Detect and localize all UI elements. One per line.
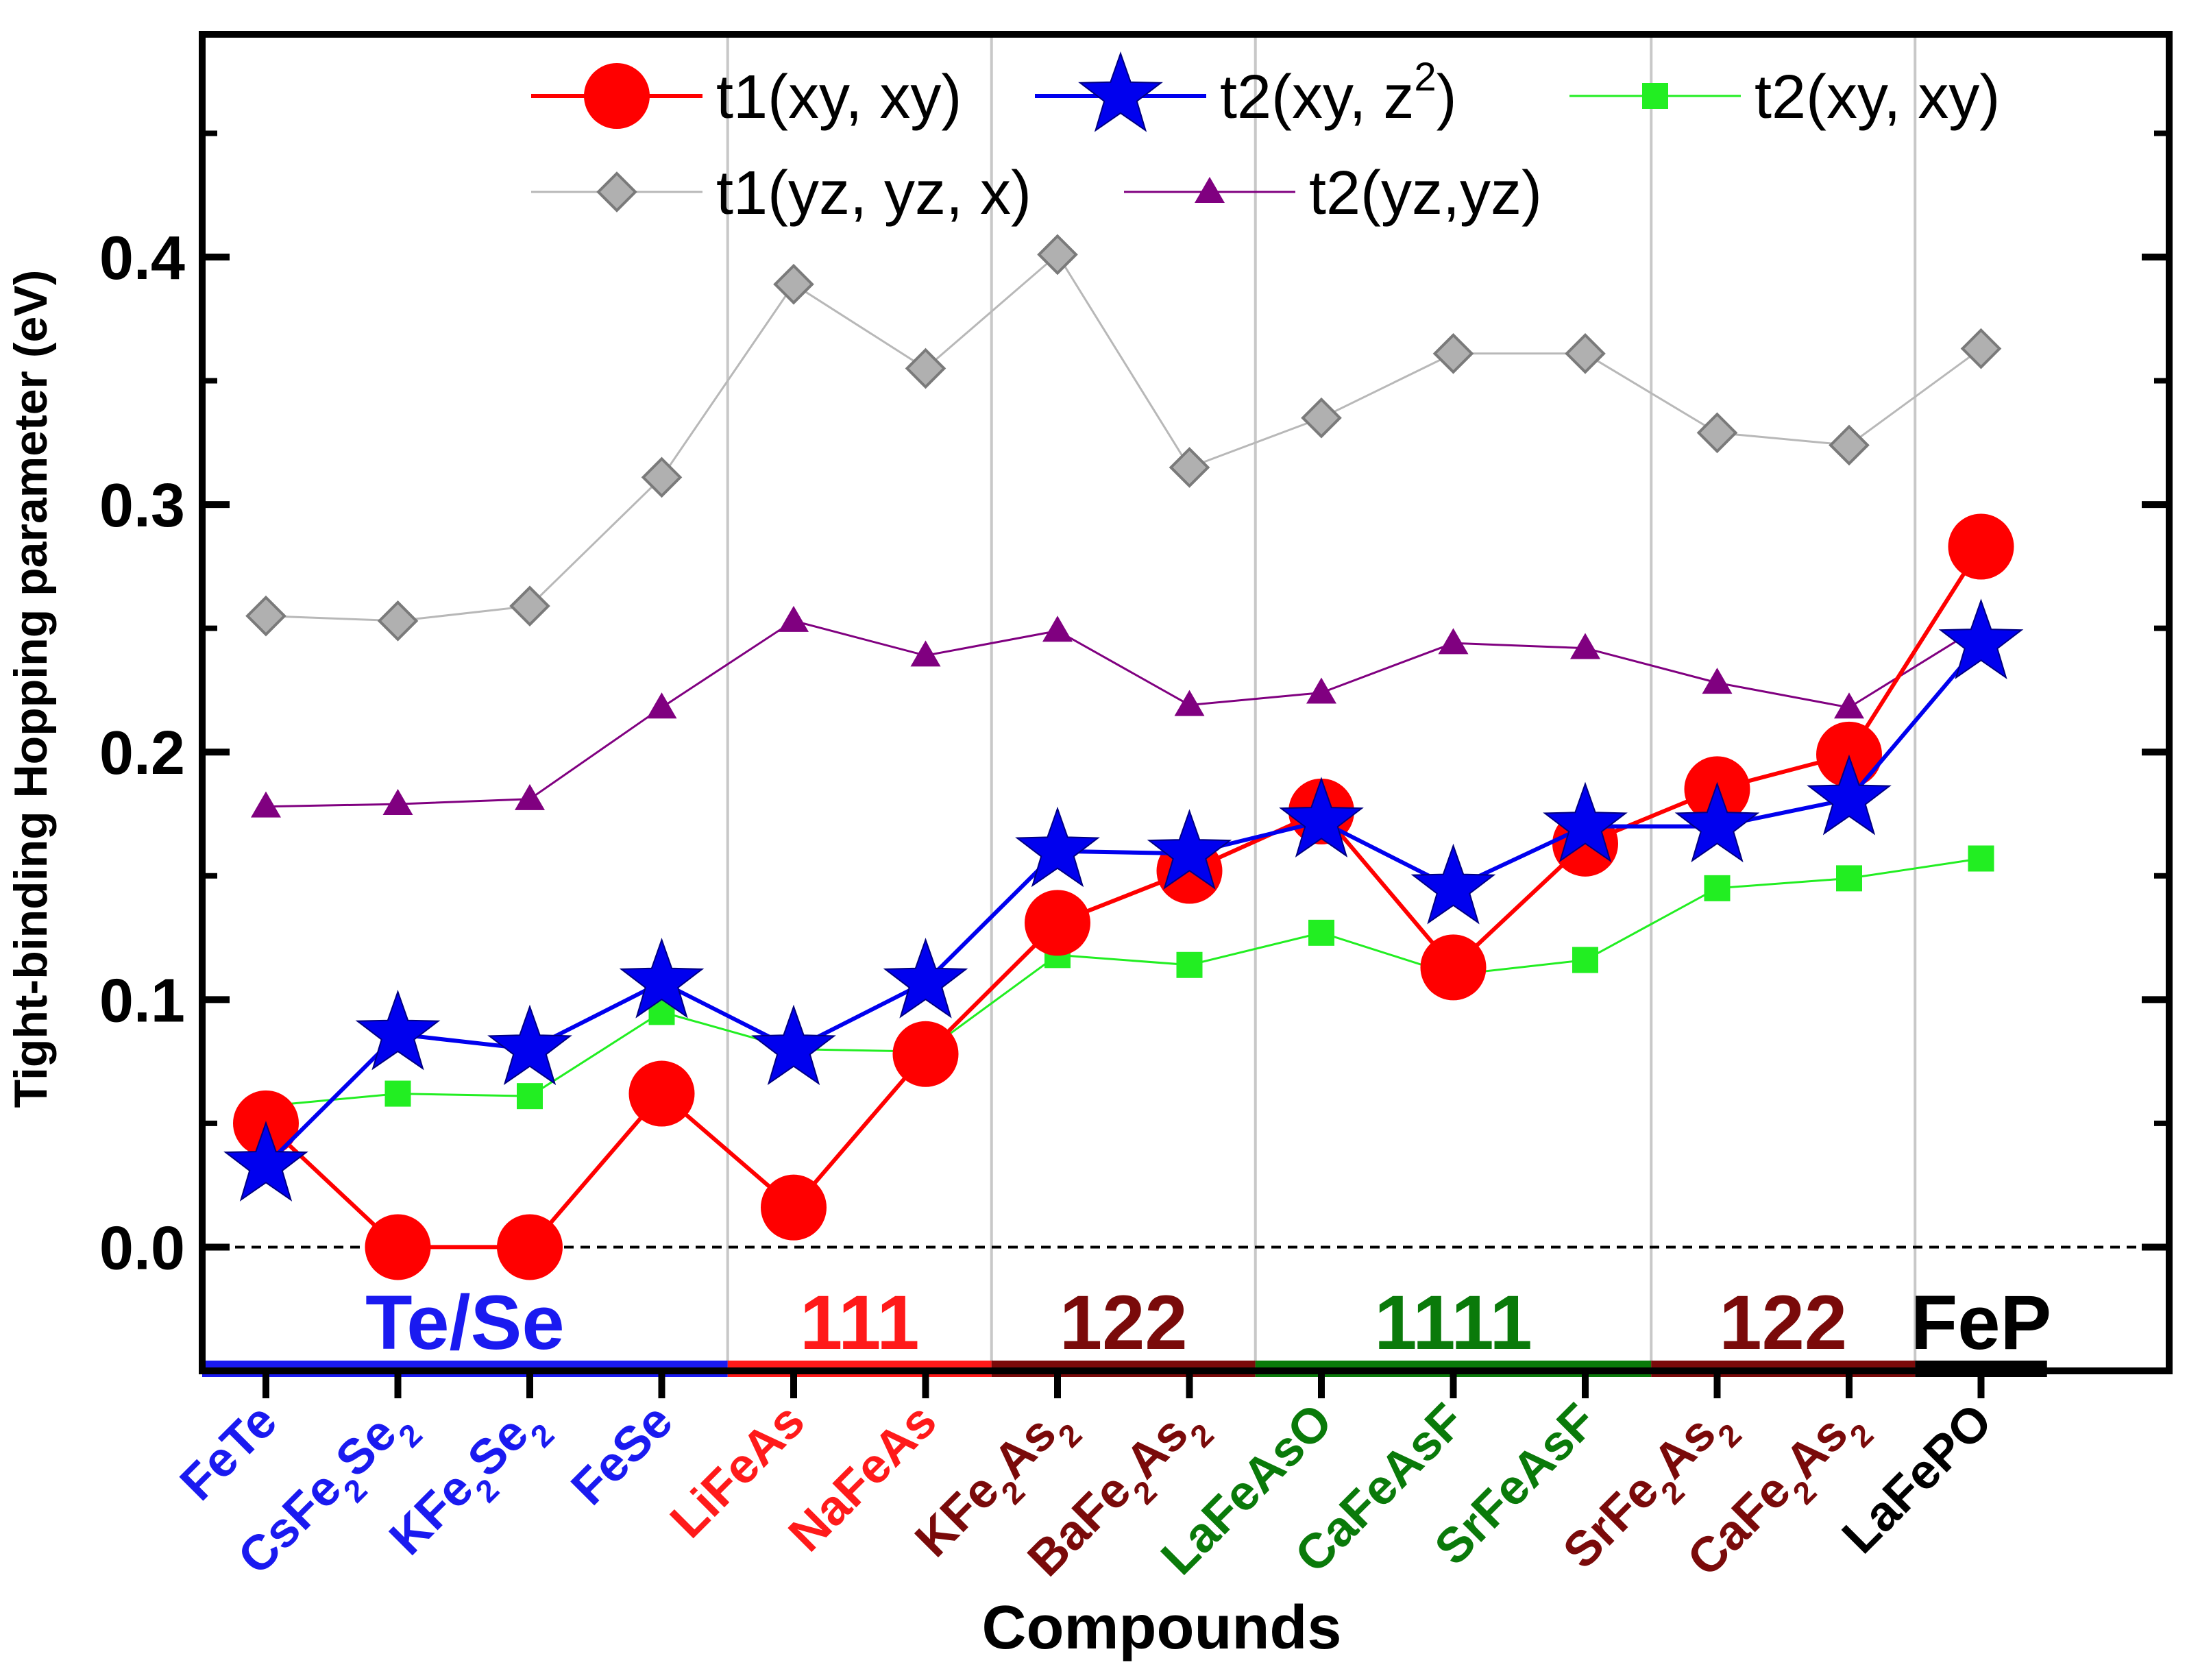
data-point-t2-xy-z2 [1147, 809, 1232, 890]
data-point-t2-xy-z2 [355, 989, 441, 1071]
data-point-t2-xy-xy [1572, 947, 1598, 973]
data-point-t2-yz-yz [1174, 690, 1205, 716]
legend-item-t1-yz-yz-x: t1(yz, yz, x) [531, 159, 1031, 228]
data-point-t2-xy-z2 [1410, 843, 1496, 925]
data-point-t2-yz-yz [1702, 668, 1733, 694]
data-point-t1-yz-yz-x [377, 600, 419, 642]
series-line-t2-yz-yz [265, 620, 1982, 808]
data-point-t2-xy-xy [517, 1083, 543, 1110]
data-point-t1-xy-xy [761, 1174, 827, 1241]
data-point-t2-xy-z2 [1279, 777, 1364, 857]
data-point-t2-xy-xy [1704, 875, 1731, 901]
data-point-t2-xy-xy [1308, 919, 1334, 946]
group-label: Te/Se [365, 1280, 565, 1365]
series-t2-xy-z2 [223, 598, 2024, 1202]
legend-label: t2(yz,yz) [1309, 159, 1542, 228]
x-axis-label: Compounds [982, 1594, 1342, 1662]
data-point-t2-yz-yz [779, 605, 809, 632]
legend: t1(xy, xy) t2(xy, z2) t2(xy, xy) t1(yz, yz,… [531, 51, 2000, 228]
data-point-t2-xy-z2 [1807, 754, 1892, 836]
data-point-t2-xy-z2 [487, 1004, 572, 1086]
data-point-t2-xy-z2 [619, 938, 705, 1019]
data-point-t2-xy-xy [1968, 845, 1994, 872]
group-label: 111 [800, 1280, 920, 1365]
data-point-t1-yz-yz-x [641, 456, 683, 498]
legend-item-t2-xy-xy: t2(xy, xy) [1569, 63, 2000, 132]
data-point-t1-yz-yz-x [1696, 412, 1738, 454]
legend-label: t2(xy, z2) [1220, 55, 1457, 132]
data-point-t2-xy-z2 [1674, 781, 1760, 863]
legend-item-t1-xy-xy: t1(xy, xy) [531, 63, 962, 132]
data-point-t1-yz-yz-x [1960, 328, 2002, 369]
data-point-t1-xy-xy [1420, 934, 1487, 1001]
data-point-t1-xy-xy [1025, 890, 1090, 956]
data-point-t1-yz-yz-x [905, 348, 946, 389]
legend-marker [1195, 177, 1225, 203]
data-point-t1-xy-xy [628, 1060, 695, 1127]
data-point-t1-yz-yz-x [1301, 397, 1342, 439]
data-point-t2-yz-yz [646, 692, 677, 719]
data-point-t1-yz-yz-x [1565, 333, 1606, 374]
data-point-t1-xy-xy [892, 1021, 959, 1087]
legend-marker [1642, 83, 1668, 109]
data-point-t1-xy-xy [497, 1214, 563, 1280]
legend-item-t2-xy-z2: t2(xy, z2) [1035, 51, 1457, 132]
data-point-t2-yz-yz [1042, 616, 1073, 642]
plot-frame [199, 31, 2173, 1374]
legend-marker [584, 63, 650, 129]
legend-label: t1(xy, xy) [716, 63, 962, 132]
group-label: FeP [1911, 1280, 2051, 1365]
group-bars: Te/Se 111 122 1111 122 FeP [202, 1280, 2051, 1377]
legend-marker [1078, 51, 1163, 132]
data-point-t1-yz-yz-x [245, 595, 286, 637]
legend-label: t2(xy, xy) [1755, 63, 2000, 132]
group-label: 122 [1060, 1280, 1188, 1365]
data-point-t1-yz-yz-x [509, 585, 550, 626]
data-point-t2-xy-z2 [883, 938, 968, 1019]
data-point-t2-xy-z2 [1015, 806, 1100, 888]
data-point-t1-yz-yz-x [773, 263, 814, 305]
legend-label: t1(yz, yz, x) [716, 159, 1031, 228]
data-point-t2-yz-yz [515, 783, 545, 810]
y-tick-label: 0.2 [99, 719, 185, 788]
data-point-t1-yz-yz-x [1169, 447, 1210, 488]
data-point-t1-yz-yz-x [1037, 234, 1078, 276]
legend-marker [596, 171, 637, 212]
series-t1-xy-xy [233, 513, 2014, 1280]
data-point-t1-yz-yz-x [1432, 333, 1474, 374]
data-point-t2-yz-yz [1570, 633, 1600, 659]
data-point-t1-xy-xy [365, 1214, 431, 1280]
series-line-t1-yz-yz-x [265, 253, 1982, 622]
data-point-t1-xy-xy [1948, 513, 2014, 580]
plot-series [223, 234, 2024, 1280]
y-tick-label: 0.4 [99, 224, 185, 293]
group-label: 1111 [1374, 1280, 1532, 1365]
y-tick-label: 0.1 [99, 966, 185, 1035]
y-tick-label: 0.3 [99, 472, 185, 540]
data-point-t2-xy-z2 [1938, 598, 2024, 679]
data-point-t2-yz-yz [910, 640, 941, 667]
y-tick-label: 0.0 [99, 1214, 185, 1282]
y-axis-label: Tight-binding Hopping parameter (eV) [5, 270, 57, 1108]
data-point-t2-yz-yz [382, 789, 413, 816]
series-t1-yz-yz-x [245, 234, 2002, 642]
legend-item-t2-yz-yz: t2(yz,yz) [1124, 159, 1542, 228]
data-point-t2-xy-xy [1836, 865, 1862, 892]
data-point-t2-xy-z2 [1543, 781, 1628, 863]
data-point-t2-yz-yz [1306, 677, 1336, 704]
data-point-t2-xy-z2 [223, 1121, 308, 1202]
data-point-t2-xy-z2 [751, 1004, 836, 1086]
data-point-t1-yz-yz-x [1829, 424, 1870, 466]
group-label: 122 [1719, 1280, 1847, 1365]
data-point-t2-xy-xy [384, 1080, 411, 1107]
data-point-t2-yz-yz [1438, 628, 1469, 655]
data-point-t2-yz-yz [251, 791, 281, 818]
data-point-t2-yz-yz [1834, 692, 1864, 719]
data-point-t2-xy-xy [1176, 951, 1203, 978]
